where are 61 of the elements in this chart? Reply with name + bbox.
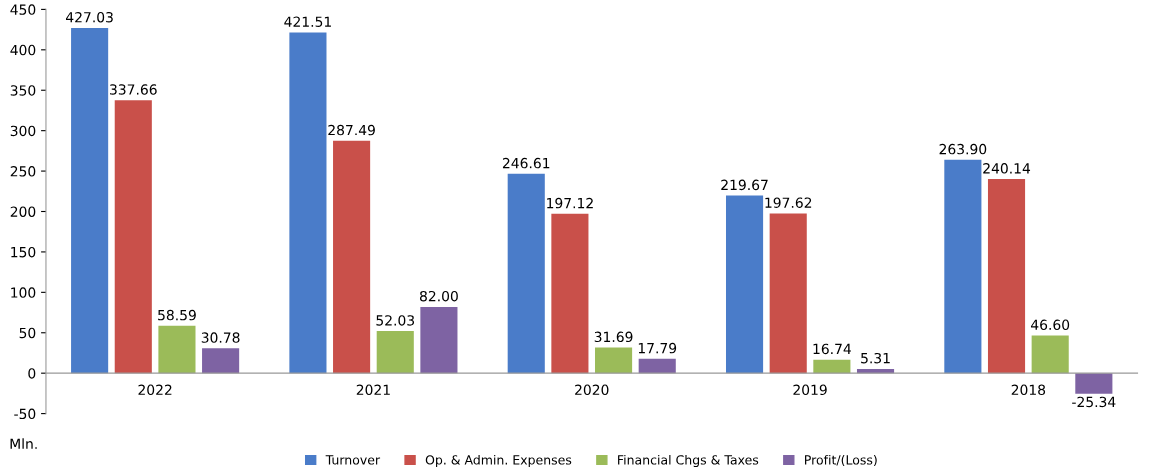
bar xyxy=(1075,373,1113,394)
y-tick-label: 300 xyxy=(10,125,36,137)
bar xyxy=(333,140,371,374)
y-tick-label: 200 xyxy=(10,206,36,217)
x-tick-label: 2021 xyxy=(356,384,390,396)
data-label: 30.78 xyxy=(201,332,240,343)
data-label: 337.66 xyxy=(110,84,157,95)
y-tick-label: 50 xyxy=(19,327,36,339)
data-label: 82.00 xyxy=(419,290,458,302)
x-tick-label: 2018 xyxy=(1011,384,1046,396)
bar xyxy=(289,32,327,374)
data-label: 421.51 xyxy=(284,16,331,27)
data-label: 16.74 xyxy=(813,343,851,355)
data-label: 197.62 xyxy=(765,197,812,208)
data-label: 246.61 xyxy=(502,157,550,169)
bar xyxy=(944,159,982,374)
bar xyxy=(987,179,1026,374)
y-tick-label: 150 xyxy=(11,246,36,258)
text: Mln. xyxy=(10,438,37,449)
y-tick-label: 450 xyxy=(10,4,36,15)
x-tick-label: 2022 xyxy=(138,384,172,396)
x-tick-label: 2019 xyxy=(793,384,827,396)
data-label: 287.49 xyxy=(328,124,375,136)
bar xyxy=(856,368,895,374)
data-label: 240.14 xyxy=(983,163,1031,174)
bar xyxy=(726,195,764,374)
x-tick-label: 2020 xyxy=(575,384,609,396)
bar xyxy=(376,331,414,374)
bar xyxy=(638,358,676,374)
bar xyxy=(114,100,152,374)
y-tick-label: 250 xyxy=(10,166,36,177)
bar xyxy=(202,348,240,374)
bar xyxy=(158,325,196,374)
legend-label: Profit/(Loss) xyxy=(805,454,877,467)
data-label: 52.03 xyxy=(376,315,415,326)
data-label: 31.69 xyxy=(594,331,633,343)
y-tick-label: 400 xyxy=(10,44,36,56)
data-label: 5.31 xyxy=(861,352,890,364)
y-tick-label: 0 xyxy=(28,368,36,379)
legend-label: Turnover xyxy=(325,455,381,465)
data-label: 427.03 xyxy=(66,11,113,23)
bar xyxy=(420,306,458,374)
legend-label: Op. & Admin. Expenses xyxy=(425,454,572,468)
data-label: 58.59 xyxy=(158,309,196,321)
data-label: 17.79 xyxy=(638,342,677,354)
bar xyxy=(813,359,851,374)
bar xyxy=(1031,335,1069,374)
bar xyxy=(595,347,633,374)
legend-label: Financial Chgs & Taxes xyxy=(618,454,759,468)
y-tick-label: 350 xyxy=(10,85,36,96)
bar xyxy=(71,27,109,374)
data-label: 46.60 xyxy=(1030,319,1070,331)
bar xyxy=(551,213,589,374)
y-tick-label: 100 xyxy=(11,287,36,298)
y-tick-label: -50 xyxy=(14,408,36,420)
data-label: 219.67 xyxy=(721,179,768,191)
bar xyxy=(507,173,545,374)
data-label: 263.90 xyxy=(939,143,987,155)
data-label: -25.34 xyxy=(1072,396,1116,408)
data-label: 197.12 xyxy=(547,197,593,209)
bar xyxy=(769,213,807,374)
